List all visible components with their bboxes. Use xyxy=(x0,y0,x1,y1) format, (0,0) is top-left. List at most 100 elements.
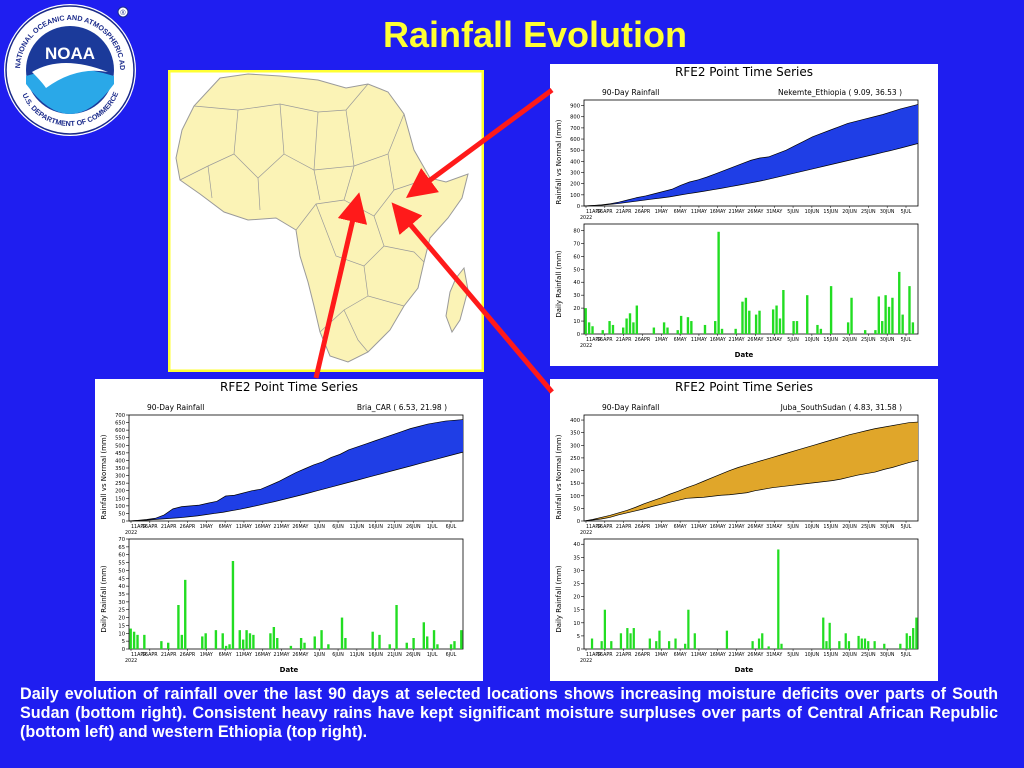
normal-line xyxy=(583,143,919,207)
y-tick-label: 600 xyxy=(115,428,125,434)
y-tick-label: 150 xyxy=(115,496,125,502)
daily-bar xyxy=(132,631,136,649)
y-tick-label: 700 xyxy=(115,413,125,419)
daily-bar xyxy=(626,628,629,649)
x-tick-label: 5JUN xyxy=(787,652,799,658)
y-tick-label: 5 xyxy=(577,634,580,640)
noaa-logo-icon: NOAA ® NATIONAL OCEANIC AND ATMOSPHERIC … xyxy=(0,0,136,136)
y-tick-label: 50 xyxy=(118,511,125,517)
x-tick-label: 16JUN xyxy=(368,652,383,658)
x-tick-label: 16MAY xyxy=(710,209,726,215)
x-tick-label: 26APR xyxy=(180,524,196,530)
daily-bar xyxy=(611,324,615,334)
y-tick-label: 0 xyxy=(577,332,580,338)
y-tick-label: 40 xyxy=(118,584,125,590)
x-tick-label: 21JUN xyxy=(387,524,402,530)
y-tick-label: 400 xyxy=(570,159,580,165)
year-label: 2022 xyxy=(125,530,137,536)
y-tick-label: 0 xyxy=(577,204,580,210)
daily-bar xyxy=(228,644,231,649)
daily-bar xyxy=(422,622,425,649)
daily-bar xyxy=(857,635,860,649)
x-tick-label: 6MAY xyxy=(674,209,687,215)
x-tick-label: 26MAY xyxy=(292,524,308,530)
daily-bar xyxy=(584,308,587,334)
x-tick-label: 1MAY xyxy=(655,524,668,530)
x-tick-label: 5JUN xyxy=(787,337,799,343)
y-tick-label: 50 xyxy=(118,568,125,574)
x-tick-label: 1JUN xyxy=(313,652,325,658)
daily-bar xyxy=(600,641,603,649)
daily-bar xyxy=(136,634,139,649)
normal-line xyxy=(128,451,464,522)
daily-bar xyxy=(313,636,316,649)
y-tick-label: 500 xyxy=(570,148,580,154)
x-tick-label: 26MAY xyxy=(747,652,763,658)
y-tick-label: 100 xyxy=(115,504,125,510)
daily-bar xyxy=(395,605,398,649)
x-tick-label: 1JUN xyxy=(313,524,325,530)
x-tick-label: 1MAY xyxy=(655,337,668,343)
daily-bar xyxy=(591,326,594,334)
x-tick-label: 6MAY xyxy=(674,652,687,658)
x-tick-label: 21APR xyxy=(161,524,177,530)
y-tick-label: 20 xyxy=(118,616,125,622)
x-tick-label: 15JUN xyxy=(823,337,838,343)
daily-bar xyxy=(248,633,252,649)
x-tick-label: 21MAY xyxy=(274,524,290,530)
daily-bar xyxy=(632,322,635,334)
x-tick-label: 6MAY xyxy=(674,524,687,530)
daily-bar xyxy=(436,644,439,649)
x-tick-label: 11MAY xyxy=(691,209,707,215)
daily-bar xyxy=(898,271,901,334)
daily-bar xyxy=(180,634,184,649)
x-tick-label: 16MAY xyxy=(710,652,726,658)
ylabel-top: Rainfall vs Normal (mm) xyxy=(100,434,108,519)
ylabel-bottom: Daily Rainfall (mm) xyxy=(555,250,563,318)
x-tick-label: 15JUN xyxy=(823,524,838,530)
x-tick-label: 25JUN xyxy=(861,209,876,215)
x-tick-label: 26APR xyxy=(635,337,651,343)
daily-bar xyxy=(224,645,228,649)
y-tick-label: 0 xyxy=(577,519,580,525)
daily-bar xyxy=(587,322,591,334)
panel-title: RFE2 Point Time Series xyxy=(220,380,358,394)
daily-bar xyxy=(666,327,669,334)
x-tick-label: 11APR xyxy=(586,209,602,215)
y-tick-label: 300 xyxy=(570,443,580,449)
x-tick-label: 10JUN xyxy=(805,652,820,658)
daily-bar xyxy=(829,286,833,334)
y-tick-label: 35 xyxy=(118,592,125,598)
y-tick-label: 700 xyxy=(570,126,580,132)
daily-bar xyxy=(184,579,187,649)
daily-bar xyxy=(912,628,915,649)
x-tick-label: 30JUN xyxy=(880,209,895,215)
ylabel-top: Rainfall vs Normal (mm) xyxy=(555,434,563,519)
y-tick-label: 400 xyxy=(115,458,125,464)
daily-bar xyxy=(344,638,347,649)
daily-bar xyxy=(603,609,606,649)
x-tick-label: 1MAY xyxy=(200,524,213,530)
y-tick-label: 25 xyxy=(573,582,580,588)
y-tick-label: 30 xyxy=(573,568,580,574)
x-tick-label: 20JUN xyxy=(842,524,857,530)
y-tick-label: 300 xyxy=(570,171,580,177)
y-tick-label: 0 xyxy=(122,647,125,653)
xlabel: Date xyxy=(280,666,299,674)
y-tick-label: 100 xyxy=(570,494,580,500)
y-tick-label: 300 xyxy=(115,474,125,480)
chart-panel-car: RFE2 Point Time Series 90-Day Rainfall B… xyxy=(95,379,483,681)
daily-bar xyxy=(252,634,255,649)
x-tick-label: 25JUN xyxy=(861,337,876,343)
x-tick-label: 11MAY xyxy=(236,524,252,530)
year-label: 2022 xyxy=(125,658,137,664)
x-tick-label: 21MAY xyxy=(729,652,745,658)
daily-bar xyxy=(674,638,677,649)
slide-title: Rainfall Evolution xyxy=(382,14,687,55)
daily-bar xyxy=(610,641,613,649)
daily-bar xyxy=(860,638,863,649)
y-tick-label: 500 xyxy=(115,443,125,449)
daily-bar xyxy=(751,641,754,649)
x-tick-label: 26MAY xyxy=(747,337,763,343)
daily-bar xyxy=(299,638,303,649)
